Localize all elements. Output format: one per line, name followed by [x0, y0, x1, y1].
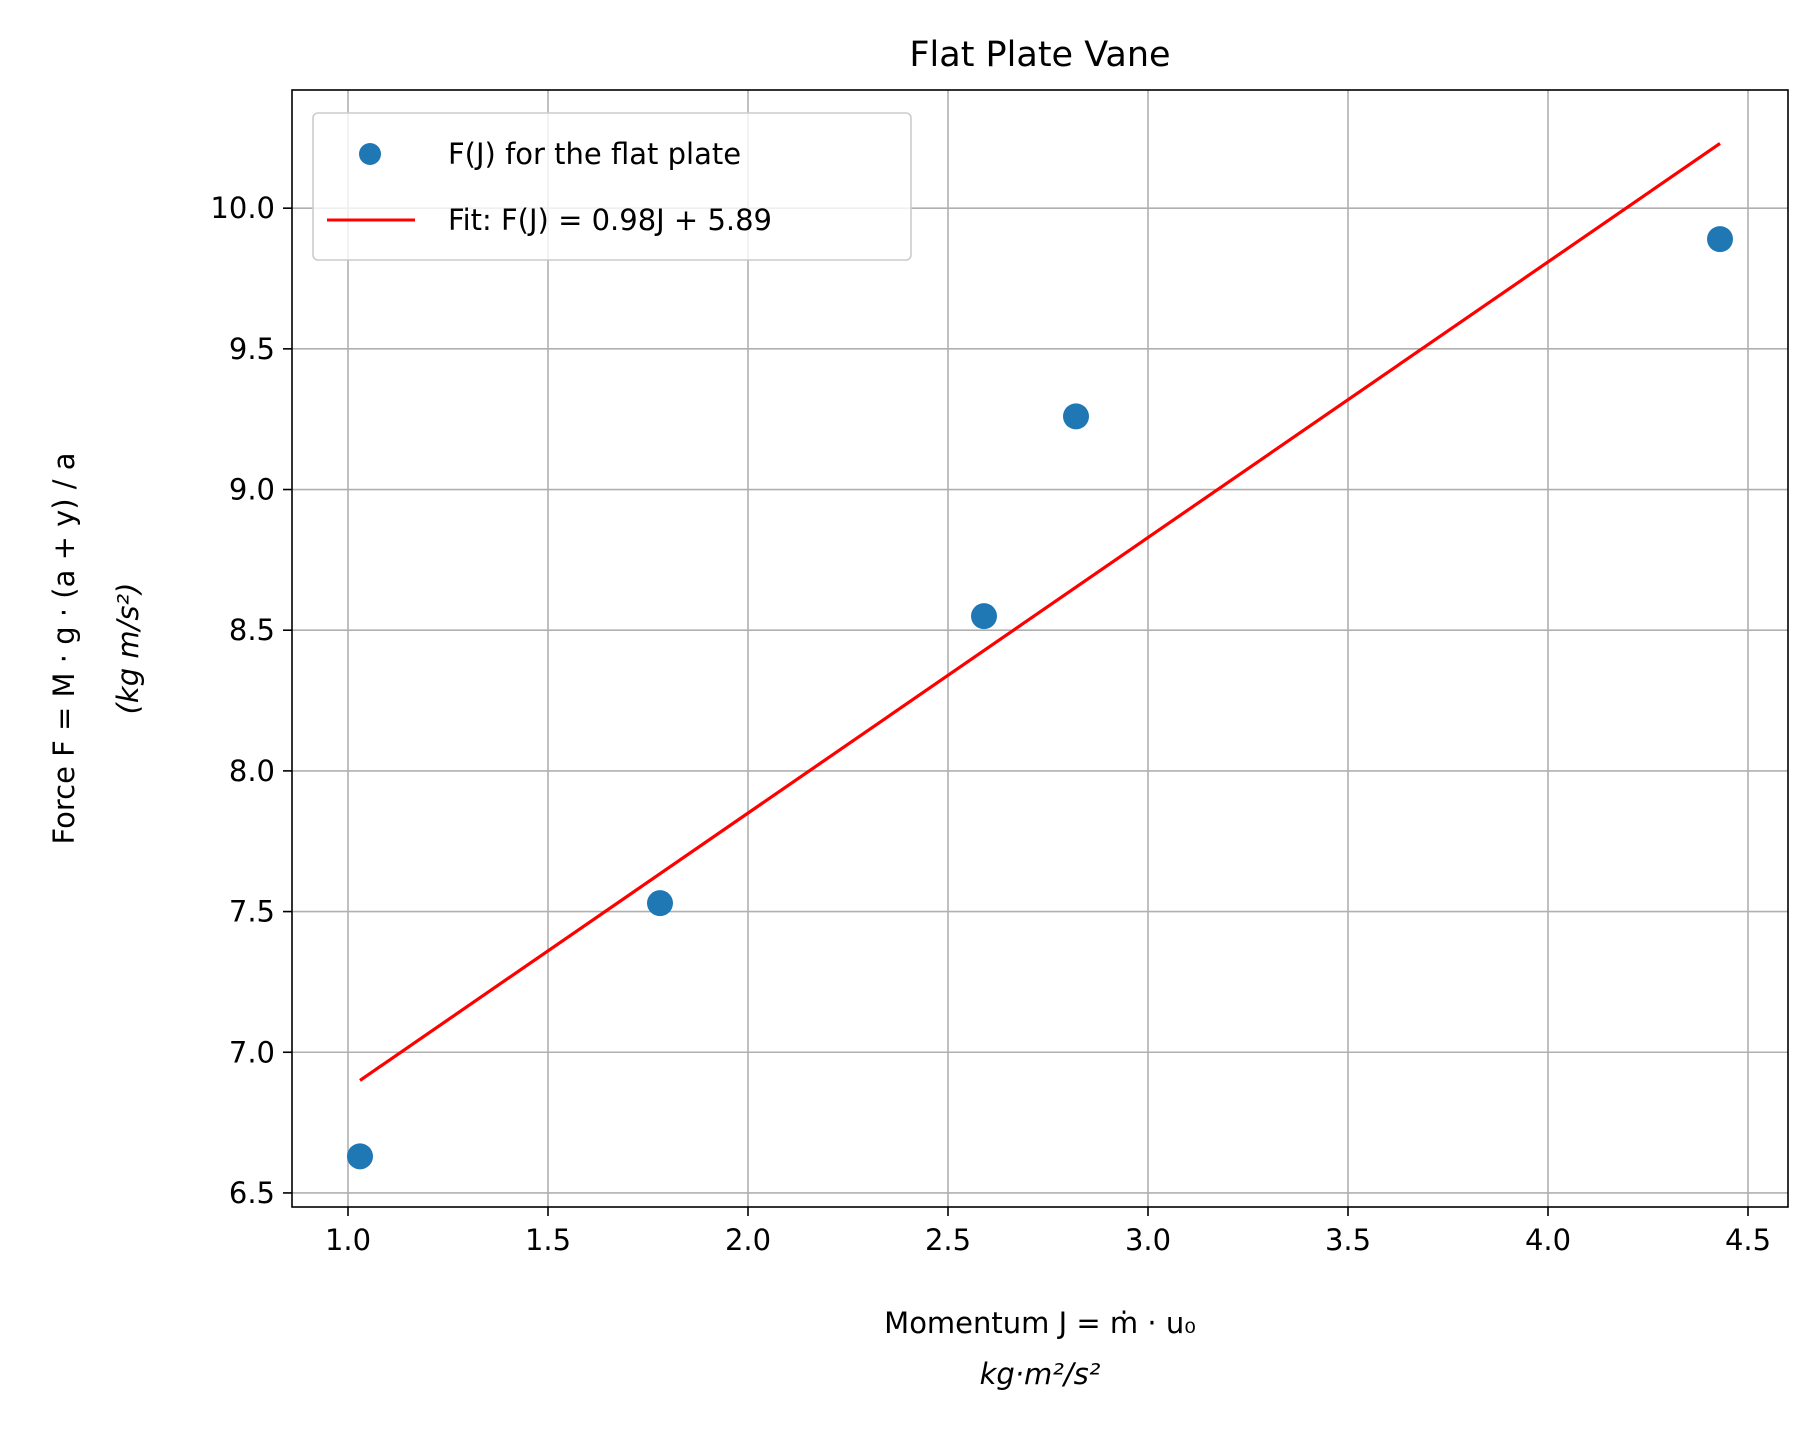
y-tick-label: 7.5 — [229, 895, 275, 929]
x-axis-units: kg·m²/s² — [980, 1357, 1101, 1391]
data-point — [1063, 403, 1089, 430]
x-tick-label: 2.0 — [725, 1223, 771, 1257]
grid-lines — [292, 90, 1788, 1207]
legend-marker-scatter — [359, 143, 381, 165]
data-point — [1707, 226, 1733, 253]
x-tick-label: 1.0 — [325, 1223, 371, 1257]
data-point — [647, 890, 673, 917]
legend: F(J) for the flat plate Fit: F(J) = 0.98… — [312, 112, 912, 261]
series-layer — [347, 142, 1733, 1170]
axis-ticks: 1.0 1.5 2.0 2.5 3.0 3.5 4.0 4.5 6.5 7.0 7.5 8.0 8.5 9… — [210, 191, 1771, 1257]
plot-frame — [291, 89, 1789, 1208]
x-tick-label: 3.5 — [1325, 1223, 1371, 1257]
chart-title: Flat Plate Vane — [909, 35, 1170, 75]
x-tick-label: 4.5 — [1725, 1223, 1771, 1257]
legend-label-scatter: F(J) for the flat plate — [448, 137, 741, 171]
data-point — [347, 1143, 373, 1170]
legend-label-fit: Fit: F(J) = 0.98J + 5.89 — [448, 203, 772, 237]
legend-box — [312, 112, 912, 261]
x-tick-label: 2.5 — [925, 1223, 971, 1257]
y-axis-label-group: Force F = M · g · (a + y) / a (kg m/s²) — [47, 452, 145, 844]
fit-line — [359, 142, 1721, 1082]
y-tick-label: 9.0 — [229, 473, 275, 507]
data-point — [971, 603, 997, 630]
x-tick-label: 4.0 — [1525, 1223, 1571, 1257]
y-tick-label: 9.5 — [229, 332, 275, 366]
y-tick-label: 8.5 — [229, 613, 275, 647]
x-tick-label: 3.0 — [1125, 1223, 1171, 1257]
y-tick-label: 8.0 — [229, 754, 275, 788]
y-axis-label: Force F = M · g · (a + y) / a — [47, 452, 81, 844]
x-tick-label: 1.5 — [525, 1223, 571, 1257]
y-tick-label: 7.0 — [229, 1035, 275, 1069]
y-tick-label: 6.5 — [229, 1176, 275, 1210]
x-axis-label: Momentum J = ṁ · u₀ — [884, 1306, 1196, 1340]
y-axis-units: (kg m/s²) — [111, 583, 145, 715]
y-tick-label: 10.0 — [210, 191, 275, 225]
